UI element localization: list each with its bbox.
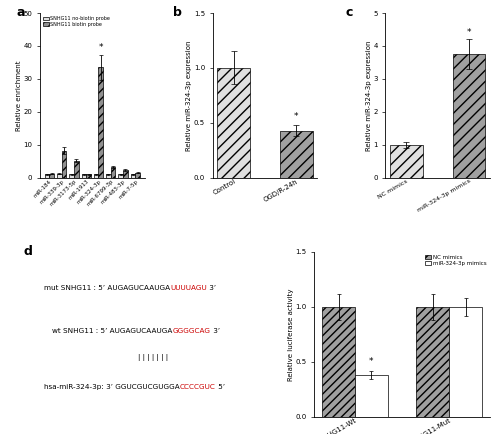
Text: CCCCGUC: CCCCGUC: [180, 384, 216, 390]
Text: 3’: 3’: [207, 285, 216, 291]
Bar: [123, 170, 128, 178]
Bar: [62, 151, 66, 178]
Text: | | | | | | |: | | | | | | |: [138, 354, 168, 361]
Bar: [70, 174, 74, 178]
Text: 3’: 3’: [211, 328, 220, 334]
Bar: [98, 67, 103, 178]
Bar: [110, 167, 116, 178]
Y-axis label: Relative luciferase activity: Relative luciferase activity: [288, 288, 294, 381]
Text: *: *: [466, 28, 471, 37]
Text: wt SNHG11 : 5’ AUGAGUCAAUGA: wt SNHG11 : 5’ AUGAGUCAAUGA: [52, 328, 173, 334]
Text: *: *: [98, 43, 103, 52]
Bar: [82, 174, 86, 178]
Text: a: a: [17, 7, 25, 20]
Text: d: d: [24, 245, 32, 258]
Text: b: b: [173, 7, 182, 20]
Bar: [135, 173, 140, 178]
Bar: [106, 174, 110, 178]
Bar: [218, 68, 250, 178]
Text: *: *: [294, 112, 298, 121]
Legend: NC mimics, miR-324-3p mimics: NC mimics, miR-324-3p mimics: [424, 255, 487, 266]
Bar: [355, 375, 388, 417]
Text: GGGGCAG: GGGGCAG: [173, 328, 211, 334]
Y-axis label: Relative miR-324-3p expression: Relative miR-324-3p expression: [366, 40, 372, 151]
Text: *: *: [369, 357, 374, 366]
Bar: [130, 174, 135, 178]
Bar: [50, 174, 54, 178]
Bar: [280, 131, 312, 178]
Bar: [390, 145, 422, 178]
Bar: [57, 174, 62, 178]
Bar: [86, 174, 91, 178]
Bar: [45, 174, 50, 178]
Y-axis label: Relative enrichment: Relative enrichment: [16, 60, 22, 131]
Bar: [452, 54, 485, 178]
Bar: [74, 161, 78, 178]
Text: mut SNHG11 : 5’ AUGAGUCAAUGA: mut SNHG11 : 5’ AUGAGUCAAUGA: [44, 285, 170, 291]
Bar: [94, 174, 98, 178]
Bar: [118, 174, 123, 178]
Text: UUUUAGU: UUUUAGU: [170, 285, 207, 291]
Text: hsa-miR-324-3p: 3’ GGUCGUCGUGGA: hsa-miR-324-3p: 3’ GGUCGUCGUGGA: [44, 384, 180, 390]
Bar: [416, 307, 449, 417]
Bar: [322, 307, 355, 417]
Legend: SNHG11 no-biotin probe, SNHG11 biotin probe: SNHG11 no-biotin probe, SNHG11 biotin pr…: [42, 16, 110, 27]
Bar: [449, 307, 482, 417]
Y-axis label: Relative miR-324-3p expression: Relative miR-324-3p expression: [186, 40, 192, 151]
Text: c: c: [346, 7, 353, 20]
Text: 5’: 5’: [216, 384, 225, 390]
